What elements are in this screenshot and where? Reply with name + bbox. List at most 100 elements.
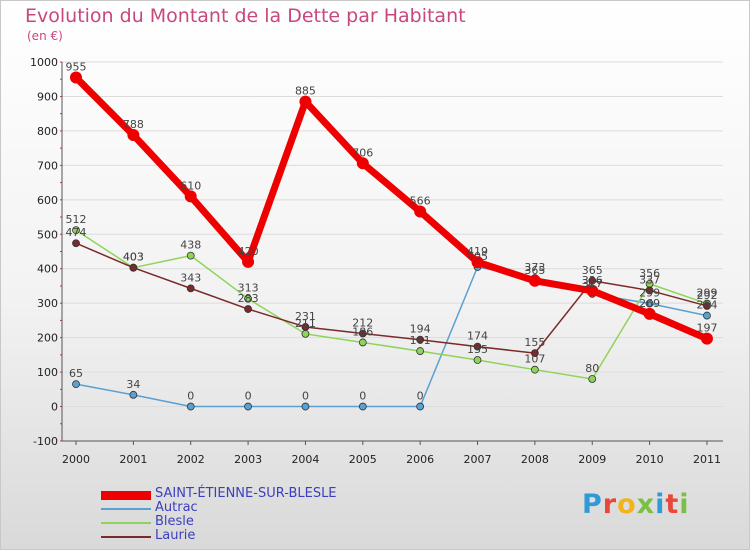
y-tick-label: 1000 (30, 56, 58, 69)
series-3-point (530, 349, 539, 358)
series-2-point (72, 226, 80, 235)
series-3-point (244, 305, 252, 313)
series-line-2 (75, 229, 708, 380)
series-3-point (645, 286, 654, 295)
series-3-data-label: 174 (467, 330, 488, 343)
series-2-point (186, 251, 195, 260)
series-2-data-label: 313 (238, 282, 259, 295)
legend-label-2: Blesle (155, 514, 194, 529)
series-0-point (70, 71, 82, 84)
y-tick-label: 400 (37, 263, 58, 276)
series-1-data-label: 0 (417, 390, 424, 403)
logo-letter: x (636, 489, 656, 520)
series-1-data-label: 65 (69, 367, 83, 380)
x-tick-label: 2009 (578, 453, 606, 466)
series-0-point (586, 284, 599, 297)
series-0-point (528, 274, 541, 287)
series-3-data-label: 212 (352, 317, 373, 330)
series-3-data-label: 474 (66, 226, 87, 239)
y-tick-label: 0 (51, 401, 58, 414)
series-1-point (703, 311, 711, 320)
x-tick-label: 2001 (119, 453, 147, 466)
series-3-data-label: 337 (639, 273, 660, 286)
x-tick-label: 2003 (234, 453, 262, 466)
series-1-point (186, 402, 195, 411)
series-2-data-label: 186 (352, 325, 373, 338)
series-1-point (301, 402, 310, 411)
logo-letter: i (679, 489, 690, 520)
series-0-point (242, 255, 255, 268)
series-2-point (416, 347, 425, 355)
x-tick-label: 2010 (636, 453, 664, 466)
series-3-data-label: 292 (696, 289, 717, 302)
series-3-data-label: 155 (524, 336, 545, 349)
series-2-data-label: 438 (180, 239, 201, 252)
series-2-point (358, 338, 367, 347)
series-2-data-label: 107 (524, 353, 545, 366)
series-0-data-label: 610 (180, 179, 201, 192)
axis-layer: -100010020030040050060070080090010002000… (30, 56, 723, 466)
series-1-data-label: 0 (245, 390, 252, 403)
series-3-data-label: 365 (582, 264, 603, 277)
y-tick-label: 900 (37, 90, 58, 103)
series-2-point (473, 356, 482, 364)
series-1-data-label: 34 (126, 378, 140, 391)
series-3-data-label: 231 (295, 310, 316, 323)
legend-swatch-3 (101, 536, 151, 538)
series-0-data-label: 788 (123, 118, 144, 131)
data-label-layer: 9557886104208857065664193653362691976534… (66, 61, 718, 403)
series-2-data-label: 135 (467, 343, 488, 356)
series-1-data-label: 0 (187, 390, 194, 403)
series-1-point (416, 402, 425, 411)
y-tick-label: 300 (37, 297, 58, 310)
series-2-point (244, 294, 252, 303)
grid-layer (62, 61, 723, 442)
series-3-data-label: 283 (238, 292, 259, 305)
logo-letter: r (602, 489, 618, 520)
proxiti-logo: Proxiti (582, 489, 690, 520)
series-2-data-label: 211 (295, 317, 316, 330)
series-0-data-label: 566 (410, 195, 431, 208)
x-tick-label: 2007 (464, 453, 492, 466)
logo-letter: o (617, 489, 637, 520)
y-tick-label: 200 (37, 332, 58, 345)
y-tick-label: 700 (37, 159, 58, 172)
series-2-point (588, 375, 597, 383)
series-1-point (129, 390, 138, 399)
series-1-data-label: 373 (524, 261, 545, 274)
series-3-point (703, 302, 711, 310)
series-1-point (72, 380, 80, 389)
series-0-data-label: 336 (582, 274, 603, 287)
series-0-data-label: 955 (66, 61, 87, 74)
y-tick-label: 100 (37, 366, 58, 379)
series-0-point (414, 205, 427, 218)
series-1-point (645, 299, 654, 308)
legend-label-1: Autrac (155, 500, 198, 515)
series-2-data-label: 80 (585, 362, 599, 375)
series-3-data-label: 343 (180, 271, 201, 284)
series-0-point (127, 129, 140, 142)
series-0-point (356, 157, 369, 170)
series-0-data-label: 419 (467, 245, 488, 258)
series-2-data-label: 356 (639, 267, 660, 280)
series-line-0 (73, 75, 709, 342)
legend-swatch-0 (101, 491, 151, 500)
series-0-point (643, 307, 656, 320)
series-1-data-label: 405 (467, 250, 488, 263)
series-3-point (416, 335, 425, 344)
y-tick-label: -100 (33, 435, 58, 448)
series-0-data-label: 269 (639, 297, 660, 310)
legend-label-0: SAINT-ÉTIENNE-SUR-BLESLE (155, 486, 337, 501)
series-1-data-label: 327 (582, 277, 603, 290)
series-3-point (129, 263, 138, 272)
logo-letter: t (665, 489, 680, 520)
y-tick-label: 500 (37, 228, 58, 241)
series-1-data-label: 0 (302, 390, 309, 403)
y-tick-label: 600 (37, 194, 58, 207)
series-2-data-label: 161 (410, 334, 431, 347)
x-tick-label: 2008 (521, 453, 549, 466)
series-3-point (588, 276, 597, 285)
x-tick-label: 2004 (291, 453, 319, 466)
x-tick-label: 2011 (693, 453, 721, 466)
